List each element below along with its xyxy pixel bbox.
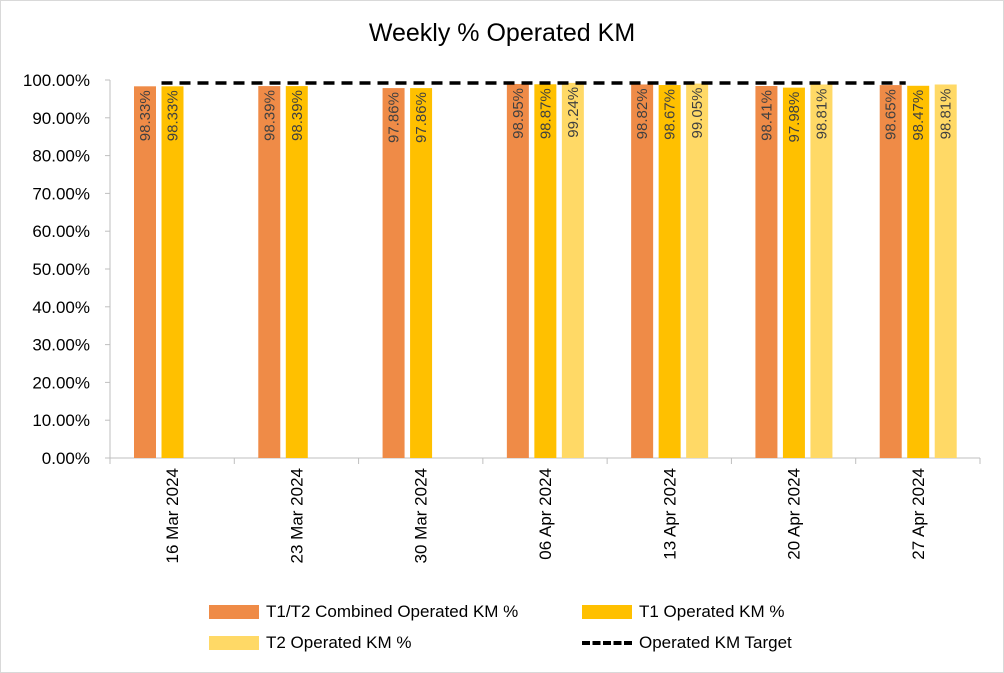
- bar: [810, 84, 833, 458]
- data-label: 98.82%: [634, 88, 651, 139]
- data-label: 99.05%: [689, 88, 706, 139]
- data-label: 98.33%: [137, 90, 154, 141]
- legend-swatch-t2: [209, 636, 259, 650]
- x-tick-label: 16 Mar 2024: [163, 468, 182, 563]
- y-tick-label: 70.00%: [32, 184, 90, 203]
- x-tick-label: 23 Mar 2024: [287, 468, 306, 563]
- legend-label-target: Operated KM Target: [639, 633, 792, 652]
- data-label: 98.87%: [537, 88, 554, 139]
- bar: [631, 84, 654, 459]
- legend-item-t1: T1 Operated KM %: [582, 602, 785, 622]
- data-label: 98.81%: [813, 88, 830, 139]
- legend-label-t2: T2 Operated KM %: [266, 633, 412, 652]
- legend-label-t1: T1 Operated KM %: [639, 602, 785, 621]
- bar: [879, 85, 902, 458]
- data-label: 98.33%: [165, 90, 182, 141]
- data-label: 98.47%: [910, 90, 927, 141]
- bar: [285, 86, 308, 458]
- y-tick-label: 90.00%: [32, 109, 90, 128]
- x-tick-label: 13 Apr 2024: [660, 468, 679, 560]
- y-tick-label: 100.00%: [23, 71, 90, 90]
- data-label: 98.81%: [938, 88, 955, 139]
- bar: [934, 84, 957, 458]
- data-label: 97.86%: [413, 92, 430, 143]
- chart-title: Weekly % Operated KM: [368, 19, 636, 47]
- y-tick-label: 60.00%: [32, 222, 90, 241]
- bar: [506, 83, 529, 459]
- bar: [410, 88, 433, 458]
- y-tick-label: 50.00%: [32, 260, 90, 279]
- bar: [782, 87, 805, 459]
- bar: [258, 86, 281, 458]
- data-label: 98.39%: [261, 90, 278, 141]
- data-label: 98.67%: [662, 89, 679, 140]
- x-tick-label: 20 Apr 2024: [785, 468, 804, 560]
- x-tick-label: 30 Mar 2024: [412, 468, 431, 563]
- y-tick-label: 0.00%: [42, 449, 90, 468]
- y-tick-label: 30.00%: [32, 336, 90, 355]
- data-label: 98.95%: [510, 88, 527, 139]
- bar: [561, 82, 584, 458]
- legend-swatch-target: [582, 641, 632, 645]
- data-label: 98.65%: [883, 89, 900, 140]
- data-label: 98.41%: [758, 90, 775, 141]
- bar: [686, 83, 709, 458]
- legend-swatch-combined: [209, 605, 259, 619]
- bar: [161, 86, 184, 459]
- legend-item-combined: T1/T2 Combined Operated KM %: [209, 602, 518, 622]
- bar: [755, 86, 778, 459]
- data-label: 98.39%: [289, 90, 306, 141]
- y-tick-label: 40.00%: [32, 298, 90, 317]
- data-label: 99.24%: [565, 87, 582, 138]
- legend-item-t2: T2 Operated KM %: [209, 633, 412, 653]
- y-tick-label: 80.00%: [32, 147, 90, 166]
- y-tick-label: 10.00%: [32, 411, 90, 430]
- legend-label-combined: T1/T2 Combined Operated KM %: [266, 602, 519, 621]
- legend-swatch-t1: [582, 605, 632, 619]
- x-tick-label: 06 Apr 2024: [536, 468, 555, 560]
- bar: [382, 88, 405, 458]
- bar: [134, 86, 156, 459]
- y-tick-label: 20.00%: [32, 373, 90, 392]
- x-tick-label: 27 Apr 2024: [909, 468, 928, 560]
- bar: [907, 85, 930, 459]
- data-label: 97.86%: [386, 92, 403, 143]
- bar: [534, 84, 557, 459]
- legend-item-target: Operated KM Target: [582, 633, 792, 653]
- data-label: 97.98%: [786, 92, 803, 143]
- bar: [658, 85, 681, 458]
